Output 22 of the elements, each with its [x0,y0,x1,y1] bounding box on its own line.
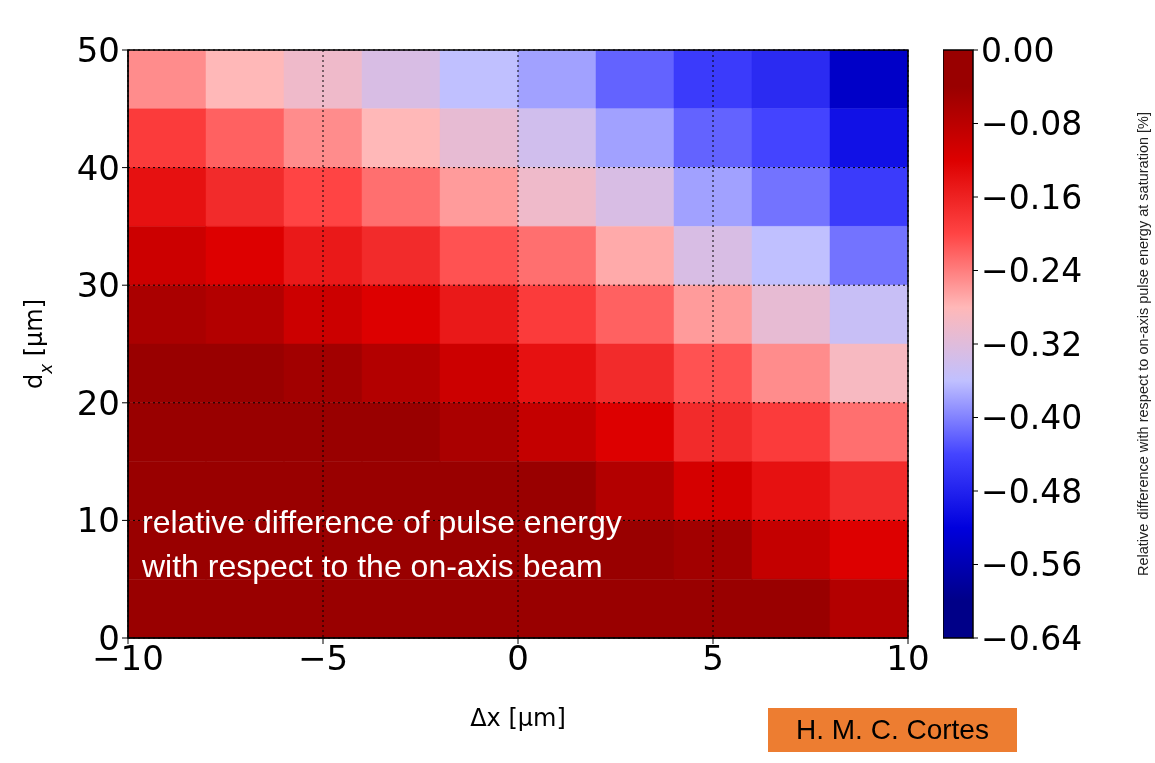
x-tick-label: 5 [702,638,724,679]
color-bar-label: −0.56 [981,545,1083,584]
color-bar-label: −0.24 [981,251,1083,290]
x-tick-label: 0 [507,638,529,679]
y-tick-label: 40 [76,147,120,188]
color-bar-title: Relative difference with respect to on-axis pulse energy at saturation [%] [1135,112,1151,576]
y-tick-label: 30 [76,265,120,306]
color-bar-label: −0.40 [981,398,1083,437]
color-bar-label: −0.64 [981,618,1083,658]
color-bar-label: −0.32 [981,324,1083,364]
color-bar-label: −0.08 [981,104,1083,143]
x-tick-label: −5 [297,638,349,679]
color-bar-label: 0.00 [981,30,1055,70]
y-tick-label: 10 [76,500,120,541]
annotation: relative difference of pulse energy with respect to the on-axis beam [141,504,622,584]
y-tick-label: 50 [76,30,120,71]
color-bar-label: −0.16 [981,177,1083,217]
color-bar-label: −0.48 [981,471,1083,511]
text: H. M. C. Cortes [768,708,1017,752]
y-tick-label: 20 [76,382,120,423]
x-tick-label: 10 [886,638,930,679]
x-axis-title: Δx [μm] [470,704,566,732]
